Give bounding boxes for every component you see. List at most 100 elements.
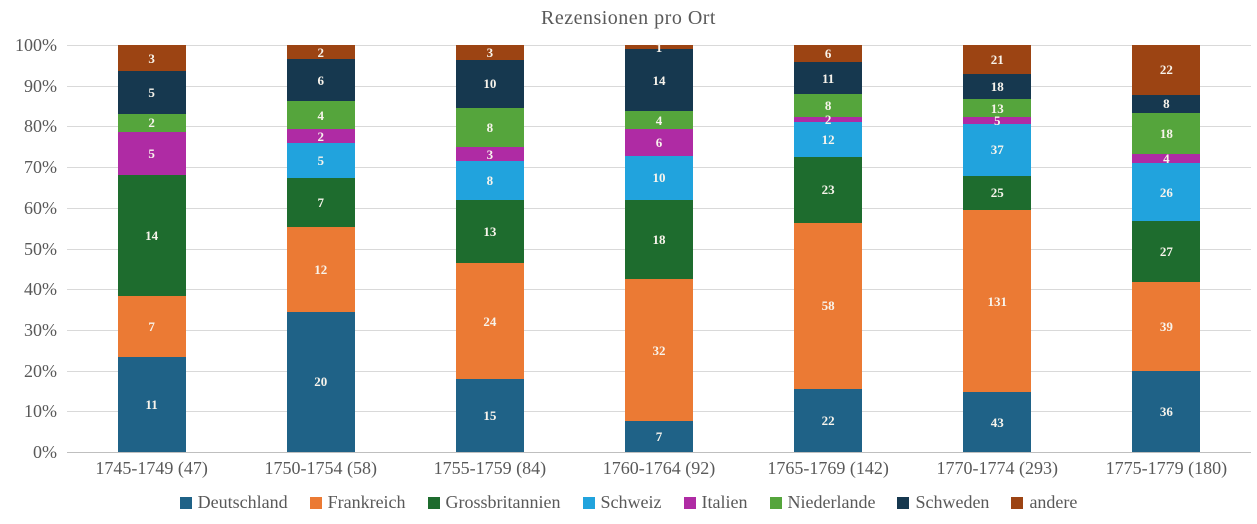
legend-label: Schweiz [600, 492, 662, 512]
bar-segment: 14 [117, 174, 186, 297]
bar-segment: 13 [963, 99, 1032, 118]
segment-value-label: 6 [655, 134, 663, 150]
bar-segment: 2 [286, 128, 355, 144]
bar-segment: 14 [624, 49, 693, 112]
segment-value-label: 4 [1163, 150, 1170, 166]
segment-value-label: 3 [148, 50, 155, 66]
segment-value-label: 10 [483, 76, 497, 92]
bar-segment: 7 [624, 421, 693, 452]
bar-segment: 2 [794, 113, 863, 126]
legend-item: Italien [683, 492, 748, 513]
bar-segment: 11 [794, 62, 863, 94]
bar-segment: 3 [117, 45, 186, 72]
segment-value-label: 27 [1159, 244, 1173, 260]
segment-value-label: 6 [317, 72, 324, 88]
segment-value-label: 18 [990, 79, 1004, 95]
y-tick-label: 50% [24, 238, 57, 259]
segment-value-label: 131 [987, 293, 1008, 309]
segment-value-label: 14 [652, 72, 666, 88]
bar-segment: 11 [117, 356, 186, 452]
stacked-bar: 22 58 23 12 2 8 11 6 [794, 45, 863, 452]
bar-segment: 23 [794, 156, 863, 223]
legend-swatch-icon [309, 496, 322, 509]
stacked-bar: 15 24 13 8 3 8 10 3 [455, 45, 524, 452]
legend-swatch-icon [897, 496, 910, 509]
segment-value-label: 32 [652, 342, 666, 358]
y-tick-label: 60% [24, 197, 57, 218]
bar-segment: 2 [117, 114, 186, 132]
legend-swatch-icon [427, 496, 440, 509]
legend-label: Deutschland [197, 492, 288, 512]
bar-segment: 58 [794, 222, 863, 389]
bar-column: 43 131 25 37 5 13 18 21 [913, 45, 1082, 452]
segment-value-label: 37 [990, 142, 1004, 158]
bar-segment: 4 [286, 101, 355, 130]
segment-value-label: 22 [1159, 62, 1173, 78]
segment-value-label: 26 [1159, 184, 1173, 200]
chart-title: Rezensionen pro Ort [540, 7, 716, 29]
bar-segment: 5 [286, 143, 355, 179]
bar-segment: 36 [1132, 370, 1201, 452]
segment-value-label: 21 [990, 52, 1004, 68]
bar-segment: 6 [624, 129, 693, 156]
bars-layer: 11 7 14 5 2 5 3 20 12 7 5 2 4 6 2 15 24 13 8 3 8 10 3 7 32 18 10 6 4… [67, 41, 1251, 452]
segment-value-label: 5 [148, 85, 155, 101]
legend-item: andere [1011, 492, 1077, 513]
bar-segment: 5 [117, 71, 186, 115]
segment-value-label: 22 [821, 412, 835, 428]
bar-segment: 8 [1132, 94, 1201, 113]
legend-label: Italien [701, 492, 748, 512]
bar-segment: 43 [963, 392, 1032, 452]
bar-segment: 7 [117, 296, 186, 357]
bar-segment: 2 [286, 45, 355, 60]
y-tick-label: 100% [15, 35, 57, 55]
segment-value-label: 2 [824, 112, 832, 128]
plot-area: 11 7 14 5 2 5 3 20 12 7 5 2 4 6 2 15 24 13 8 3 8 10 3 7 32 18 10 6 4… [67, 41, 1251, 453]
bar-segment: 12 [286, 227, 355, 312]
bar-segment: 8 [794, 93, 863, 117]
bar-segment: 18 [963, 74, 1032, 100]
bar-segment: 4 [1132, 150, 1201, 166]
y-tick-label: 0% [33, 442, 57, 462]
segment-value-label: 7 [655, 429, 663, 445]
legend-label: Niederlande [787, 492, 876, 512]
bar-segment: 6 [794, 45, 863, 63]
bar-column: 36 39 27 26 4 18 8 22 [1082, 45, 1251, 452]
stacked-bar: 43 131 25 37 5 13 18 21 [963, 45, 1032, 452]
segment-value-label: 2 [148, 115, 155, 131]
bar-segment: 37 [963, 124, 1032, 176]
legend-swatch-icon [1011, 496, 1024, 509]
stacked-bar: 20 12 7 5 2 4 6 2 [286, 45, 355, 452]
segment-value-label: 58 [821, 298, 835, 314]
segment-value-label: 8 [486, 173, 494, 189]
x-axis-line [67, 452, 1251, 453]
segment-value-label: 7 [317, 195, 324, 211]
stacked-bar: 11 7 14 5 2 5 3 [117, 45, 186, 452]
segment-value-label: 2 [317, 128, 324, 144]
bar-segment: 10 [624, 155, 693, 200]
y-tick-label: 10% [24, 401, 57, 422]
bar-segment: 13 [455, 200, 524, 264]
bar-segment: 1 [624, 41, 693, 54]
bar-segment: 5 [963, 114, 1032, 127]
segment-value-label: 12 [821, 132, 835, 148]
bar-segment: 39 [1132, 282, 1201, 371]
x-category-label: 1760-1764 (92) [602, 458, 716, 478]
legend-item: Frankreich [309, 492, 406, 513]
bar-segment: 20 [286, 311, 355, 452]
segment-value-label: 18 [652, 232, 666, 248]
segment-value-label: 8 [824, 97, 832, 113]
legend-item: Schweden [897, 492, 989, 513]
legend-swatch-icon [769, 496, 782, 509]
bar-segment: 15 [455, 379, 524, 452]
segment-value-label: 10 [652, 170, 666, 186]
segment-value-label: 11 [821, 70, 835, 86]
bar-column: 11 7 14 5 2 5 3 [67, 45, 236, 452]
legend: Deutschland Frankreich Grossbritannien Schw… [0, 492, 1257, 513]
y-axis-labels: 100% 90% 80% 70% 60% 50% 40% 30% 20% 10% 0% [0, 36, 57, 461]
legend-swatch-icon [582, 496, 595, 509]
segment-value-label: 4 [317, 107, 324, 123]
segment-value-label: 23 [821, 182, 835, 198]
bar-segment: 5 [117, 131, 186, 175]
segment-value-label: 7 [148, 318, 155, 334]
